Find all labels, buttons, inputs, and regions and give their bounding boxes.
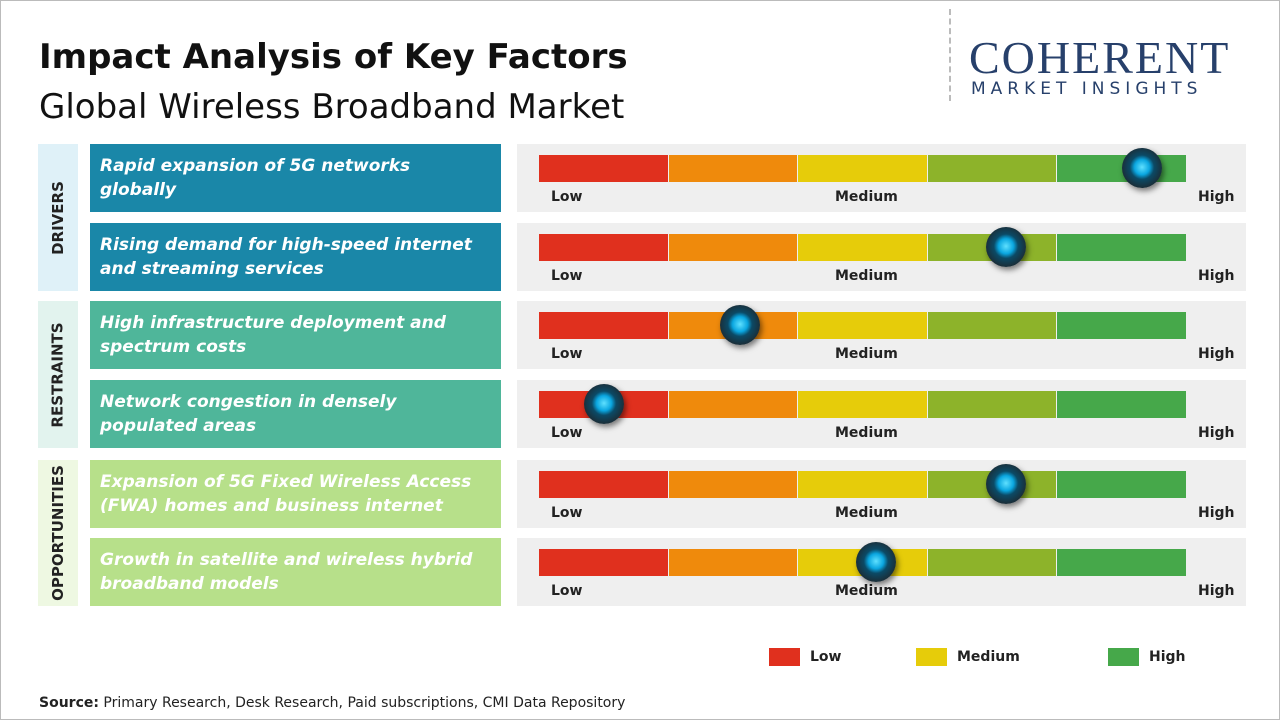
scale-label: High bbox=[1198, 268, 1235, 284]
factor-text: Expansion of 5G Fixed Wireless Access (F… bbox=[90, 460, 501, 528]
scale-label: High bbox=[1198, 189, 1235, 205]
impact-marker bbox=[583, 384, 624, 424]
title: Impact Analysis of Key Factors bbox=[39, 37, 628, 77]
gauge-segment bbox=[1057, 391, 1186, 418]
scale-label: High bbox=[1198, 346, 1235, 362]
gauge-segment bbox=[927, 549, 1057, 576]
gauge-segment bbox=[668, 549, 798, 576]
source-text: Primary Research, Desk Research, Paid su… bbox=[103, 695, 626, 711]
gauge-segment bbox=[1057, 471, 1186, 498]
source-label: Source: bbox=[39, 695, 99, 711]
factor-text: Rapid expansion of 5G networks globally bbox=[90, 144, 501, 212]
gauge-segment bbox=[539, 234, 668, 261]
scale-label: High bbox=[1198, 583, 1235, 599]
group-label-text: RESTRAINTS bbox=[49, 321, 68, 428]
scale-label: Low bbox=[551, 268, 583, 284]
legend-swatch bbox=[769, 648, 800, 666]
scale-label: Medium bbox=[835, 189, 898, 205]
logo-name: COHERENT bbox=[969, 32, 1231, 83]
group-label: OPPORTUNITIES bbox=[38, 460, 78, 606]
scale-label: Low bbox=[551, 425, 583, 441]
impact-marker bbox=[719, 305, 760, 345]
gauge-segment bbox=[668, 471, 798, 498]
gauge-segment bbox=[1057, 549, 1186, 576]
gauge-segment bbox=[798, 155, 927, 182]
gauge-segment bbox=[668, 155, 798, 182]
gauge-segment bbox=[798, 312, 927, 339]
factor-text: Rising demand for high-speed internet an… bbox=[90, 223, 501, 291]
gauge-segment bbox=[927, 391, 1057, 418]
gauge-segment bbox=[798, 391, 927, 418]
scale-label: Medium bbox=[835, 268, 898, 284]
legend-swatch bbox=[916, 648, 947, 666]
scale-label: Low bbox=[551, 346, 583, 362]
legend-label: Low bbox=[810, 649, 842, 665]
scale-label: Low bbox=[551, 189, 583, 205]
factor-text: High infrastructure deployment and spect… bbox=[90, 301, 501, 369]
scale-label: Low bbox=[551, 505, 583, 521]
factor-text: Network congestion in densely populated … bbox=[90, 380, 501, 448]
gauge-segment bbox=[539, 155, 668, 182]
impact-marker bbox=[985, 464, 1026, 504]
logo-tagline: MARKET INSIGHTS bbox=[971, 79, 1203, 99]
scale-label: Medium bbox=[835, 346, 898, 362]
impact-marker bbox=[1121, 148, 1162, 188]
gauge-segment bbox=[927, 155, 1057, 182]
legend-label: High bbox=[1149, 649, 1186, 665]
gauge-segment bbox=[798, 234, 927, 261]
gauge-segment bbox=[668, 391, 798, 418]
gauge-segment bbox=[539, 471, 668, 498]
subtitle: Global Wireless Broadband Market bbox=[39, 87, 625, 127]
divider bbox=[949, 9, 951, 101]
gauge-segment bbox=[1057, 234, 1186, 261]
group-label: RESTRAINTS bbox=[38, 301, 78, 448]
impact-marker bbox=[985, 227, 1026, 267]
scale-label: Medium bbox=[835, 583, 898, 599]
scale-label: Medium bbox=[835, 425, 898, 441]
gauge-segment bbox=[539, 549, 668, 576]
scale-label: High bbox=[1198, 505, 1235, 521]
scale-label: High bbox=[1198, 425, 1235, 441]
gauge-segment bbox=[798, 471, 927, 498]
source: Source: Primary Research, Desk Research,… bbox=[39, 695, 625, 711]
gauge-segment bbox=[927, 312, 1057, 339]
scale-label: Medium bbox=[835, 505, 898, 521]
factor-text: Growth in satellite and wireless hybrid … bbox=[90, 538, 501, 606]
scale-label: Low bbox=[551, 583, 583, 599]
gauge-segment bbox=[539, 312, 668, 339]
group-label-text: OPPORTUNITIES bbox=[49, 465, 67, 601]
legend-label: Medium bbox=[957, 649, 1020, 665]
impact-marker bbox=[855, 542, 896, 582]
legend-swatch bbox=[1108, 648, 1139, 666]
gauge-segment bbox=[668, 234, 798, 261]
gauge-segment bbox=[1057, 312, 1186, 339]
group-label-text: DRIVERS bbox=[49, 180, 68, 255]
group-label: DRIVERS bbox=[38, 144, 78, 291]
